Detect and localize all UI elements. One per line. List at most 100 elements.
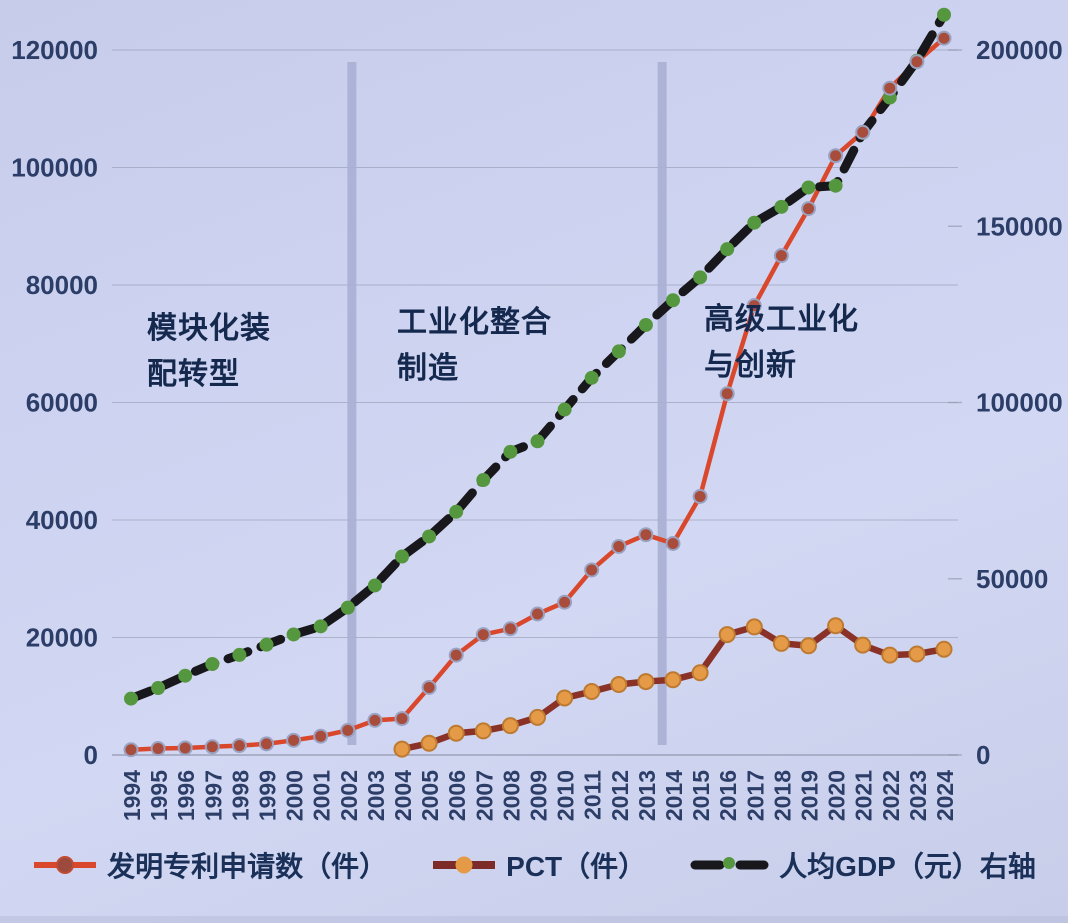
right-axis-tick-label: 50000 [976,564,1048,594]
patent-applications-marker [475,627,491,643]
patent-applications-marker [638,527,654,543]
pct-marker [610,676,628,693]
legend-label-patent-applications: 发明专利申请数（件） [107,851,388,882]
patent-applications-marker [448,647,464,663]
gdp-marker [205,657,220,672]
left-axis-tick-label: 100000 [11,153,98,183]
patent-applications-marker [719,386,735,402]
patent-applications-marker [828,148,844,164]
x-axis-year-label: 2007 [471,770,497,821]
phase-divider-bar [657,62,667,745]
legend-item-pct: PCT（件） [431,845,646,885]
gdp-marker [611,344,626,359]
patent-applications-marker [367,712,383,728]
patent-applications-marker [204,739,220,755]
x-axis-year-label: 2018 [769,770,795,821]
x-axis-year-label: 1995 [146,770,172,821]
patent-applications-marker [801,201,816,217]
patent-applications-marker [584,562,600,578]
pct-marker [827,617,845,635]
right-axis-tick-label: 100000 [976,388,1063,418]
x-axis-year-label: 1996 [173,770,199,821]
gdp-marker [557,402,572,417]
gdp-marker [828,178,843,193]
patent-applications-marker [231,738,247,754]
x-axis-year-label: 1999 [255,770,281,821]
phase-label-advanced-industrialization: 高级工业化 与创新 [704,297,859,389]
patent-applications-marker [313,728,329,744]
gdp-marker [801,180,816,195]
pct-marker [583,683,601,701]
patent-applications-marker [150,741,166,757]
patent-applications-marker [530,606,545,622]
pct-marker [529,708,546,726]
x-axis-year-label: 2005 [417,770,443,821]
x-axis-year-label: 2002 [336,770,362,821]
x-axis-year-label: 2003 [363,770,389,821]
pct-marker [393,740,411,758]
patent-applications-marker [692,489,708,504]
right-axis-tick-label: 200000 [976,35,1063,65]
x-axis-year-label: 1998 [227,770,253,821]
gdp-marker [340,600,355,615]
x-axis-year-label: 2019 [797,770,823,821]
chart-legend: 发明专利申请数（件） PCT（件） 人均GDP（元）右轴 [0,845,1068,885]
phase-label-line1: 模块化装 [147,312,271,345]
x-axis-year-label: 2001 [309,770,335,821]
phase-label-line2: 配转型 [147,358,240,391]
gdp-marker [313,619,328,634]
pct-marker [800,637,817,655]
pct-marker [908,645,926,663]
x-axis-year-label: 2015 [688,770,714,821]
patent-applications-marker [611,538,627,554]
patent-applications-marker [855,124,871,140]
gdp-marker [449,504,464,519]
patent-applications-marker [394,711,410,727]
left-axis-tick-label: 60000 [26,388,98,418]
gdp-marker [151,681,166,696]
gdp-marker [422,529,437,544]
pct-marker [637,673,655,691]
x-axis-year-label: 2012 [607,770,633,821]
x-axis-year-label: 1994 [119,770,145,821]
gdp-marker [720,242,735,257]
legend-item-patent-applications: 发明专利申请数（件） [32,845,387,885]
pct-marker [501,717,519,735]
x-axis-year-label: 2017 [742,770,768,821]
gdp-marker [476,473,491,488]
left-axis-tick-label: 120000 [11,35,98,65]
pct-marker [772,634,790,652]
x-axis-year-label: 2021 [851,770,877,821]
x-axis-year-label: 2000 [282,770,308,821]
phase-label-line1: 工业化整合 [397,306,552,339]
gdp-marker [367,578,382,593]
pct-marker [420,734,438,752]
pct-marker [556,689,574,707]
x-axis-year-label: 2014 [661,770,687,821]
patent-applications-marker [259,736,274,752]
patent-applications-marker [502,621,518,637]
phase-label-line2: 制造 [397,352,459,385]
pct-marker [854,636,872,654]
patent-applications-marker [286,732,302,748]
phase-label-modular-assembly: 模块化装 配转型 [147,306,271,398]
x-axis-year-label: 2023 [905,770,931,821]
gdp-marker [259,637,274,652]
gdp-marker [178,668,193,683]
gdp-marker [693,270,708,285]
patent-applications-marker [909,54,925,70]
gdp-marker [124,691,138,706]
gdp-marker [395,549,409,564]
pct-marker [881,646,899,664]
phase-label-line2: 与创新 [704,349,797,382]
pct-marker [447,724,465,742]
gdp-marker [503,444,518,459]
gdp-marker [232,647,247,662]
pct-marker [474,722,492,740]
patent-applications-marker [123,742,139,758]
x-axis-year-label: 2004 [390,770,416,821]
x-axis-year-label: 2013 [634,770,660,821]
legend-label-gdp-per-capita: 人均GDP（元）右轴 [779,851,1036,882]
gdp-marker [747,215,762,230]
